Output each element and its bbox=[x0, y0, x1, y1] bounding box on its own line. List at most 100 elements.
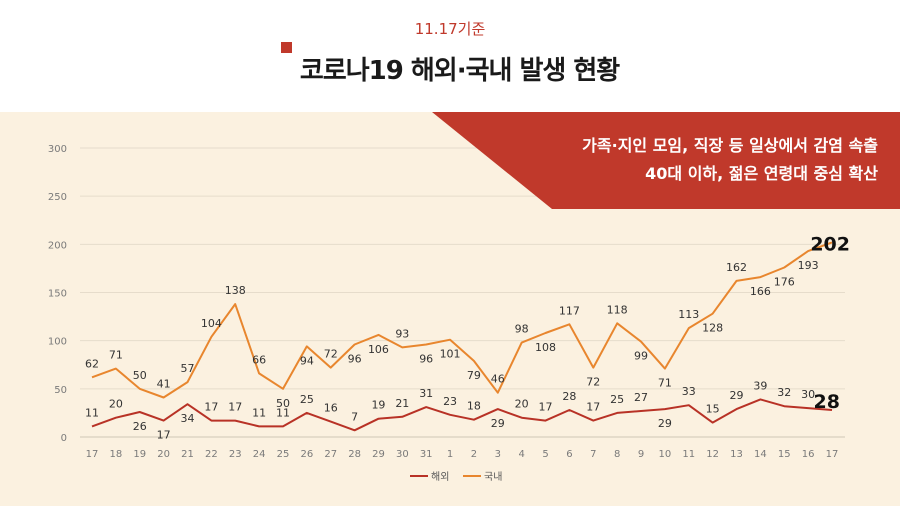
data-label: 66 bbox=[252, 353, 266, 366]
data-label: 31 bbox=[419, 387, 433, 400]
data-label: 128 bbox=[702, 322, 723, 335]
x-tick-label: 29 bbox=[372, 449, 385, 460]
x-tick-label: 13 bbox=[730, 449, 743, 460]
data-label: 46 bbox=[491, 373, 505, 386]
headline-banner: 가족·지인 모임, 직장 등 일상에서 감염 속출 40대 이하, 젊은 연령대… bbox=[0, 112, 900, 209]
y-tick-label: 300 bbox=[48, 144, 67, 155]
x-tick-label: 30 bbox=[396, 449, 409, 460]
page-title: 코로나19 해외·국내 발생 현황 bbox=[299, 56, 620, 86]
data-label: 193 bbox=[798, 259, 819, 272]
x-tick-label: 9 bbox=[638, 449, 644, 460]
data-label: 7 bbox=[351, 410, 358, 423]
x-tick-label: 31 bbox=[420, 449, 433, 460]
x-tick-label: 2 bbox=[471, 449, 477, 460]
legend-label-domestic: 국내 bbox=[484, 471, 502, 483]
x-tick-label: 18 bbox=[110, 449, 123, 460]
x-tick-label: 12 bbox=[706, 449, 719, 460]
data-label: 94 bbox=[300, 354, 314, 367]
data-label: 138 bbox=[225, 284, 246, 297]
data-label: 50 bbox=[276, 397, 290, 410]
header: 11.17기준 코로나19 해외·국내 발생 현황 bbox=[0, 0, 900, 112]
data-label: 32 bbox=[777, 386, 791, 399]
y-tick-label: 50 bbox=[54, 385, 67, 396]
x-tick-label: 16 bbox=[802, 449, 815, 460]
data-label: 104 bbox=[201, 317, 222, 330]
data-label: 26 bbox=[133, 420, 147, 433]
x-tick-label: 8 bbox=[614, 449, 620, 460]
data-label: 23 bbox=[443, 395, 457, 408]
x-tick-label: 26 bbox=[300, 449, 313, 460]
data-label: 113 bbox=[678, 308, 699, 321]
data-label: 20 bbox=[109, 398, 123, 411]
data-label: 57 bbox=[180, 362, 194, 375]
x-tick-label: 10 bbox=[659, 449, 672, 460]
data-label: 17 bbox=[157, 429, 171, 442]
banner-line-1: 가족·지인 모임, 직장 등 일상에서 감염 속출 bbox=[582, 136, 878, 155]
data-label: 11 bbox=[252, 406, 266, 419]
data-label: 16 bbox=[324, 402, 338, 415]
data-label: 72 bbox=[324, 348, 338, 361]
data-label: 96 bbox=[348, 353, 362, 366]
data-label: 166 bbox=[750, 285, 771, 298]
x-tick-label: 4 bbox=[518, 449, 524, 460]
data-label: 11 bbox=[85, 406, 99, 419]
data-label: 25 bbox=[610, 393, 624, 406]
data-label: 71 bbox=[658, 377, 672, 390]
date-label: 11.17기준 bbox=[414, 20, 486, 38]
title-marker bbox=[280, 42, 292, 53]
y-tick-label: 150 bbox=[48, 289, 67, 300]
x-tick-label: 25 bbox=[277, 449, 290, 460]
data-label: 20 bbox=[515, 398, 529, 411]
data-label: 50 bbox=[133, 369, 147, 382]
data-label: 108 bbox=[535, 341, 556, 354]
data-label: 71 bbox=[109, 349, 123, 362]
series-line-domestic bbox=[91, 241, 833, 399]
data-label: 117 bbox=[559, 304, 580, 317]
data-label: 17 bbox=[586, 401, 600, 414]
end-label-overseas: 28 bbox=[814, 391, 840, 413]
data-label: 101 bbox=[440, 348, 461, 361]
end-label-domestic: 202 bbox=[810, 233, 850, 255]
data-label: 29 bbox=[730, 389, 744, 402]
data-label: 17 bbox=[539, 401, 553, 414]
banner-shape bbox=[432, 112, 900, 209]
data-label: 30 bbox=[801, 388, 815, 401]
x-tick-label: 1 bbox=[447, 449, 453, 460]
x-tick-label: 14 bbox=[754, 449, 767, 460]
data-label: 162 bbox=[726, 261, 747, 274]
x-tick-label: 27 bbox=[324, 449, 337, 460]
x-tick-label: 23 bbox=[229, 449, 242, 460]
data-label: 17 bbox=[228, 401, 242, 414]
data-label: 25 bbox=[300, 393, 314, 406]
data-label: 19 bbox=[371, 399, 385, 412]
x-tick-label: 17 bbox=[826, 449, 839, 460]
data-label: 33 bbox=[682, 385, 696, 398]
data-label: 98 bbox=[515, 323, 529, 336]
data-label: 93 bbox=[395, 327, 409, 340]
data-label: 28 bbox=[562, 390, 576, 403]
data-label: 29 bbox=[491, 417, 505, 430]
x-tick-label: 11 bbox=[682, 449, 695, 460]
x-tick-label: 15 bbox=[778, 449, 791, 460]
x-tick-label: 5 bbox=[542, 449, 548, 460]
x-tick-label: 21 bbox=[181, 449, 194, 460]
title-wrap: 코로나19 해외·국내 발생 현황 bbox=[0, 42, 900, 87]
data-label: 62 bbox=[85, 357, 99, 370]
data-label: 79 bbox=[467, 369, 481, 382]
x-tick-label: 6 bbox=[566, 449, 572, 460]
series-line-overseas bbox=[91, 398, 833, 432]
x-tick-label: 7 bbox=[590, 449, 596, 460]
data-label: 21 bbox=[395, 397, 409, 410]
x-tick-label: 24 bbox=[253, 449, 266, 460]
x-tick-label: 22 bbox=[205, 449, 218, 460]
data-label: 41 bbox=[157, 378, 171, 391]
y-tick-label: 0 bbox=[61, 433, 67, 444]
data-label: 15 bbox=[706, 403, 720, 416]
y-tick-label: 100 bbox=[48, 337, 67, 348]
data-label: 39 bbox=[753, 379, 767, 392]
banner-line-2: 40대 이하, 젊은 연령대 중심 확산 bbox=[645, 164, 878, 183]
data-label: 17 bbox=[204, 401, 218, 414]
data-label: 118 bbox=[607, 303, 628, 316]
data-label: 29 bbox=[658, 417, 672, 430]
